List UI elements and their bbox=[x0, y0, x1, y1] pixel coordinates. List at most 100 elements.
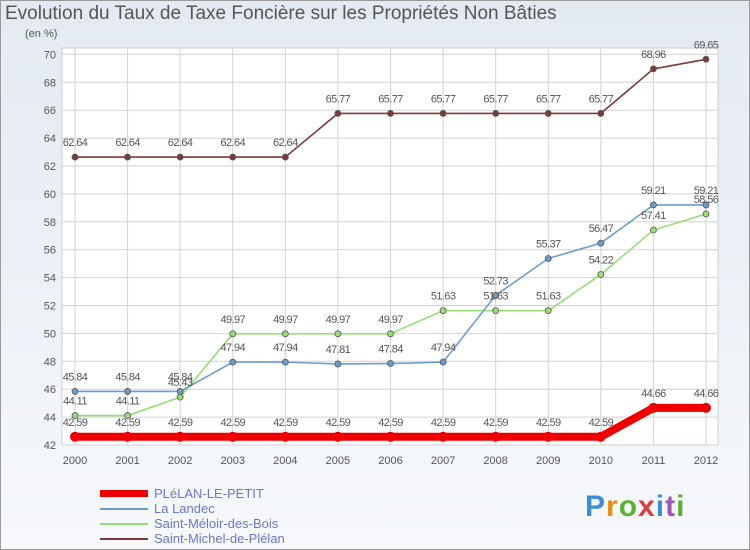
data-label: 65.77 bbox=[589, 93, 614, 105]
data-label: 44.11 bbox=[63, 396, 87, 408]
data-point bbox=[124, 412, 131, 419]
legend-swatch bbox=[100, 522, 148, 525]
data-label: 49.97 bbox=[273, 314, 298, 326]
data-point bbox=[281, 358, 289, 366]
data-point bbox=[175, 431, 186, 442]
data-label: 45.84 bbox=[115, 371, 140, 383]
data-point bbox=[438, 431, 449, 442]
proxiti-logo: Proxiti bbox=[585, 490, 685, 524]
data-point bbox=[650, 226, 657, 234]
y-tick-label: 42 bbox=[44, 440, 56, 452]
x-tick-label: 2010 bbox=[589, 455, 613, 467]
chart-plot: 42 44 46 48 50 52 54 56 58 60 62 64 66 68 70 2000 2001 20… bbox=[44, 39, 720, 467]
legend-label: Saint-Méloir-des-Bois bbox=[154, 516, 279, 531]
data-label: 54.22 bbox=[589, 255, 614, 267]
data-label: 65.77 bbox=[326, 93, 351, 105]
data-point bbox=[439, 110, 447, 117]
data-point bbox=[701, 402, 711, 413]
data-label: 47.94 bbox=[273, 342, 298, 354]
data-point bbox=[70, 431, 80, 442]
y-tick-label: 60 bbox=[44, 189, 56, 201]
x-tick-label: 2009 bbox=[536, 455, 560, 467]
data-label: 45.84 bbox=[63, 371, 88, 383]
data-point bbox=[492, 110, 500, 117]
y-tick-label: 62 bbox=[44, 161, 56, 173]
data-label: 52.73 bbox=[483, 275, 508, 287]
x-tick-label: 2001 bbox=[115, 455, 139, 467]
data-label: 44.11 bbox=[116, 396, 140, 408]
data-point bbox=[595, 431, 606, 442]
data-label: 59.21 bbox=[694, 185, 719, 197]
y-tick-label: 54 bbox=[44, 273, 56, 285]
data-label: 69.65 bbox=[694, 39, 719, 51]
data-label: 59.21 bbox=[641, 185, 666, 197]
x-tick-label: 2007 bbox=[431, 455, 455, 467]
data-point bbox=[334, 110, 342, 117]
data-point bbox=[176, 153, 184, 161]
data-point bbox=[650, 65, 657, 73]
data-point bbox=[544, 110, 552, 117]
legend-item: Saint-Méloir-des-Bois bbox=[100, 516, 285, 531]
data-label: 51.63 bbox=[536, 291, 561, 303]
data-label: 57.41 bbox=[641, 210, 666, 222]
legend-item: La Landec bbox=[100, 501, 285, 516]
y-tick-label: 52 bbox=[44, 301, 56, 313]
logo-letter: t bbox=[665, 490, 677, 523]
data-label: 42.59 bbox=[431, 417, 456, 429]
data-point bbox=[71, 388, 79, 395]
logo-letter: x bbox=[638, 490, 656, 523]
y-tick-label: 66 bbox=[44, 105, 56, 117]
data-point bbox=[544, 255, 552, 262]
y-unit-label: (en %) bbox=[25, 28, 58, 40]
data-point bbox=[334, 360, 342, 368]
data-label: 42.59 bbox=[220, 417, 245, 429]
chart-legend: PLéLAN-LE-PETIT La Landec Saint-Méloir-des… bbox=[100, 486, 285, 546]
y-tick-label: 48 bbox=[44, 356, 56, 368]
data-label: 62.64 bbox=[220, 137, 245, 149]
data-point bbox=[648, 402, 659, 413]
data-point bbox=[229, 358, 237, 366]
x-tick-label: 2008 bbox=[483, 455, 507, 467]
y-tick-label: 58 bbox=[44, 217, 56, 229]
data-point bbox=[544, 307, 552, 315]
data-point bbox=[702, 201, 710, 209]
data-label: 47.84 bbox=[378, 344, 403, 356]
x-tick-label: 2003 bbox=[221, 455, 245, 467]
data-point bbox=[227, 431, 238, 442]
x-tick-label: 2002 bbox=[168, 455, 192, 467]
data-point bbox=[597, 271, 605, 278]
data-label: 49.97 bbox=[220, 314, 245, 326]
data-label: 47.94 bbox=[220, 342, 245, 354]
data-label: 62.64 bbox=[273, 137, 298, 149]
data-label: 65.77 bbox=[378, 93, 403, 105]
data-point bbox=[124, 153, 131, 161]
legend-label: Saint-Michel-de-Plélan bbox=[154, 531, 285, 546]
data-label: 42.59 bbox=[273, 417, 298, 429]
legend-swatch bbox=[100, 507, 148, 510]
data-point bbox=[597, 110, 605, 117]
data-label: 62.64 bbox=[168, 137, 193, 149]
x-tick-label: 2000 bbox=[63, 455, 87, 467]
legend-label: PLéLAN-LE-PETIT bbox=[154, 486, 264, 501]
data-label: 51.63 bbox=[431, 291, 456, 303]
data-point bbox=[387, 330, 394, 338]
data-label: 42.59 bbox=[483, 417, 508, 429]
y-tick-label: 44 bbox=[44, 412, 56, 424]
data-label: 65.77 bbox=[536, 93, 561, 105]
logo-letter: r bbox=[606, 490, 619, 523]
data-point bbox=[229, 153, 237, 161]
legend-swatch bbox=[100, 537, 148, 540]
data-point bbox=[492, 307, 500, 315]
data-point bbox=[385, 431, 396, 442]
data-point bbox=[71, 412, 79, 419]
data-label: 42.59 bbox=[168, 417, 193, 429]
data-label: 49.97 bbox=[378, 314, 403, 326]
x-tick-label: 2005 bbox=[326, 455, 350, 467]
data-point bbox=[229, 330, 237, 338]
data-label: 56.47 bbox=[589, 223, 614, 235]
data-point bbox=[702, 55, 710, 63]
y-tick-label: 64 bbox=[44, 133, 56, 145]
data-label: 42.59 bbox=[589, 417, 614, 429]
data-label: 65.77 bbox=[431, 93, 456, 105]
data-point bbox=[122, 431, 133, 442]
